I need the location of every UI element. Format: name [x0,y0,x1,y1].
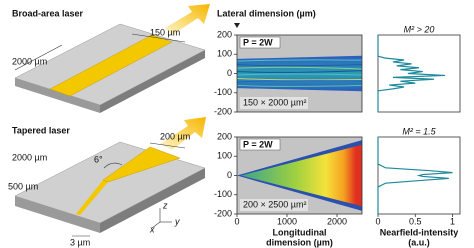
taper-angle: 6° [94,154,103,164]
panel-title: M² = 1.5 [402,126,436,136]
tapered-title: Tapered laser [12,125,70,135]
heatmap-field [237,55,362,92]
heatmap-streak [236,78,363,81]
x-axis-label: dimension (µm) [266,237,333,247]
y-tick-label: 100 [217,49,232,59]
broad-laser-drawing [14,4,210,113]
annotation-box [240,97,308,109]
panel-title: M² > 20 [404,24,435,34]
annotation: 200 × 2500 µm² [243,199,306,209]
axis-letter: x [149,224,155,234]
heatmap-streak [236,73,363,76]
y-tick-label: 200 [217,29,232,39]
x-axis-label: Longitudinal [273,227,327,237]
y-tick-label: -200 [214,106,232,116]
broad-width: 150 µm [150,27,180,37]
heatmap-streak [236,84,363,87]
heatmap-streak [236,66,363,70]
y-tick-label: 200 [217,131,232,141]
x-tick-label: 1000 [277,216,297,226]
x-tick-label: 0 [234,216,239,226]
x-tick-label: 0 [375,216,380,226]
axis-letter: z [162,200,168,210]
title-box [239,138,281,151]
heatmap-field [241,144,362,207]
axis-letter: y [174,216,180,226]
heatmap-streak [236,64,363,67]
x-axis-label: (a.u.) [408,237,430,247]
x-tick-label: 1 [450,216,455,226]
axis-arrow [234,23,240,28]
y-tick-label: -100 [214,87,232,97]
taper-width: 200 µm [160,131,190,141]
y-axis-label: Lateral dimension (µm) [217,8,316,18]
y-tick-label: -100 [214,189,232,199]
x-tick-label: 2000 [327,216,347,226]
heatmap-streak [236,70,363,73]
tapered-laser-drawing [14,117,206,237]
title-box [239,36,281,49]
tapered-length: 2000 µm [12,152,47,162]
y-tick-label: 0 [227,170,232,180]
x-axis-label: Nearfield-intensity [380,227,459,237]
x-tick-label: 0.5 [409,216,422,226]
annotation: 150 × 2000 µm² [243,97,306,107]
y-tick-label: 100 [217,151,232,161]
panel-title: P = 2W [243,37,273,47]
intensity-profile [377,35,446,112]
ridge-width: 3 µm [70,237,90,247]
annotation-box [240,199,308,211]
heatmap-streak [236,59,363,62]
broad-title: Broad-area laser [12,8,84,18]
heatmap-streak [236,80,363,83]
intensity-profile [377,137,453,214]
broad-length: 2000 µm [12,56,47,66]
y-tick-label: -200 [214,208,232,218]
ridge-length: 500 µm [8,181,38,191]
y-tick-label: 0 [227,68,232,78]
panel-title: P = 2W [243,139,273,149]
